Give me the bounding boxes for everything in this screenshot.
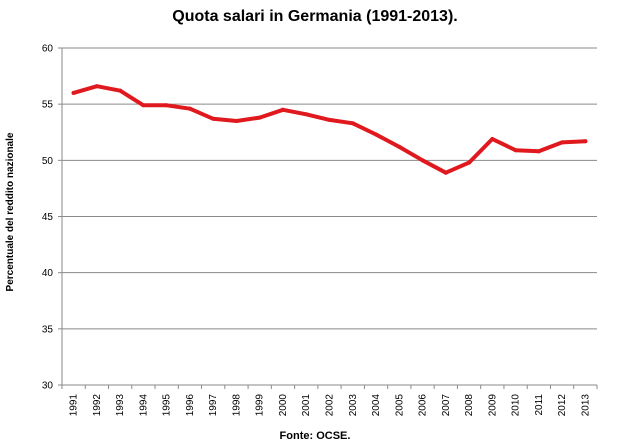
x-tick-labels: 1991 1992 1993 1994 1995 1996 1997 1998 1999 2000… [69,394,592,417]
series [71,84,588,175]
axes [58,47,598,389]
data-point-2005 [397,144,402,149]
y-tick-label-35: 35 [42,324,54,335]
x-tick-label-2011: 2011 [534,394,545,416]
data-point-2004 [374,132,379,137]
x-tick-label-1992: 1992 [92,394,103,417]
x-tick-label-2012: 2012 [557,394,568,417]
y-tick-label-30: 30 [42,381,54,392]
data-point-1997 [211,116,216,121]
x-tick-label-1997: 1997 [208,394,219,417]
x-tick-label-1995: 1995 [162,394,173,417]
y-tick-label-50: 50 [42,156,54,167]
data-point-2007 [443,170,448,175]
data-point-1992 [94,84,99,89]
data-point-1999 [257,115,262,120]
data-point-2011 [536,149,541,154]
gridlines [62,47,597,330]
data-point-2000 [280,107,285,112]
x-tick-label-1991: 1991 [69,394,80,417]
data-point-2012 [560,140,565,145]
data-point-2003 [350,121,355,126]
data-point-2010 [513,148,518,153]
x-tick-label-2006: 2006 [418,394,429,417]
x-tick-label-1993: 1993 [115,394,126,417]
data-point-2002 [327,117,332,122]
x-tick-label-2009: 2009 [487,394,498,417]
x-tick-label-2013: 2013 [580,394,591,417]
y-tick-label-40: 40 [42,268,54,279]
x-tick-label-2004: 2004 [371,394,382,417]
data-point-1996 [187,106,192,111]
chart-title: Quota salari in Germania (1991-2013). [172,8,458,25]
x-tick-label-1994: 1994 [138,394,149,417]
y-tick-label-45: 45 [42,212,54,223]
x-tick-label-2001: 2001 [301,394,312,417]
y-tick-label-55: 55 [42,100,54,111]
data-point-1991 [71,90,76,95]
data-point-1998 [234,119,239,124]
y-tick-label-60: 60 [42,44,54,55]
x-tick-label-2007: 2007 [441,394,452,417]
data-point-2006 [420,158,425,163]
x-tick-label-1996: 1996 [185,394,196,417]
data-point-2009 [490,136,495,141]
data-point-2001 [304,112,309,117]
x-tick-label-2008: 2008 [464,394,475,417]
x-tick-label-2002: 2002 [325,394,336,417]
x-tick-label-2005: 2005 [394,394,405,417]
x-tick-label-1999: 1999 [255,394,266,417]
x-tick-label-2010: 2010 [511,394,522,417]
source-note: Fonte: OCSE. [279,430,351,442]
x-tick-label-2000: 2000 [278,394,289,417]
x-tick-label-1998: 1998 [231,394,242,417]
data-point-1994 [141,103,146,108]
data-point-2008 [467,160,472,165]
data-point-2013 [583,139,588,144]
data-point-1995 [164,103,169,108]
x-tick-label-2003: 2003 [348,394,359,417]
data-point-1993 [118,88,123,93]
series-line-0 [71,84,588,175]
y-tick-labels: 30 35 40 45 50 55 60 [42,44,54,392]
y-axis-title: Percentuale del reddito nazionale [5,132,16,291]
